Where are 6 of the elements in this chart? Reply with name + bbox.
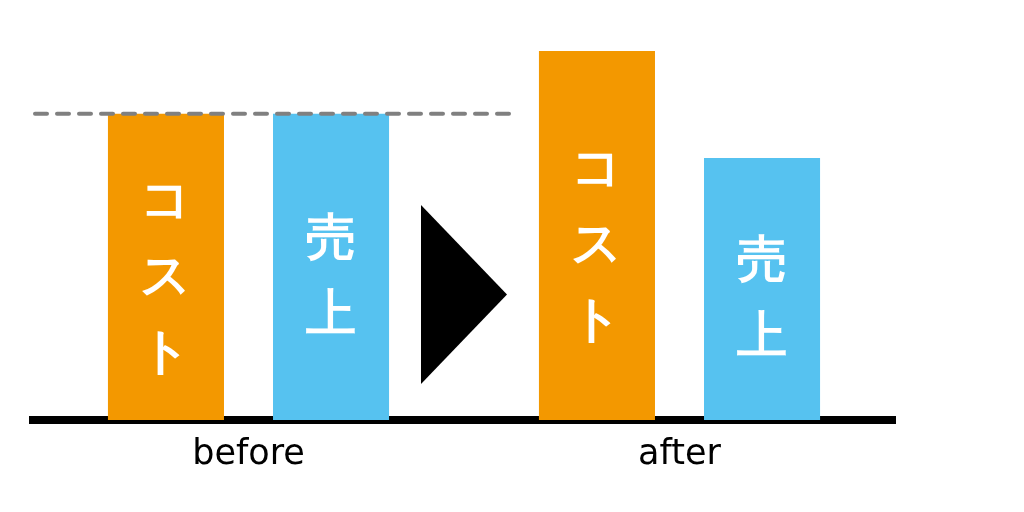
series-label: 売上 <box>305 207 357 342</box>
x-tick-label: after <box>638 432 722 473</box>
series-label: コスト <box>571 138 623 349</box>
text: コスト <box>140 169 192 380</box>
text: 売上 <box>737 229 788 364</box>
x-tick-label: before <box>192 432 305 473</box>
